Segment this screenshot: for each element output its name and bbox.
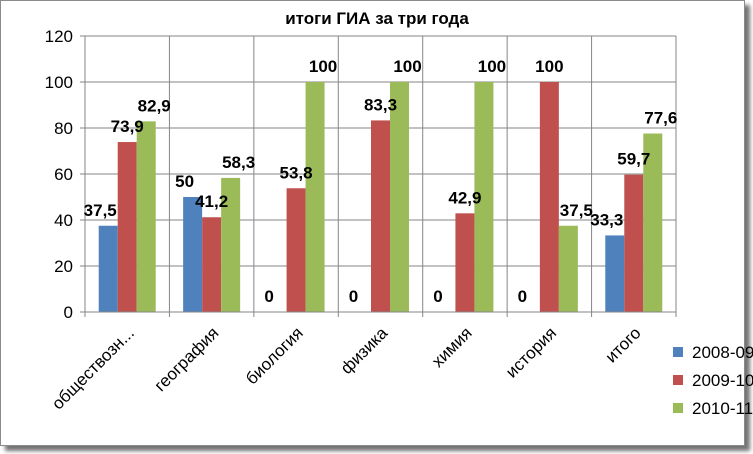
x-tick-label: итого bbox=[602, 323, 645, 366]
legend-label: 2010-11 bbox=[692, 399, 753, 418]
data-labels: 37,5 50 0 0 0 0 33,3 73,9 41,2 53,8 83,3 42,9 100 59,… bbox=[84, 57, 678, 306]
data-label: 82,9 bbox=[138, 96, 171, 115]
y-tick-label: 60 bbox=[54, 165, 73, 184]
x-tick-label: физика bbox=[337, 323, 392, 378]
y-tick-label: 20 bbox=[54, 257, 73, 276]
legend-label: 2009-10 bbox=[692, 371, 753, 390]
data-label: 59,7 bbox=[617, 150, 650, 169]
legend-swatch bbox=[673, 347, 683, 357]
data-label: 33,3 bbox=[590, 210, 623, 229]
y-tick-label: 0 bbox=[64, 303, 73, 322]
legend-label: 2008-09 bbox=[692, 343, 753, 362]
data-label: 41,2 bbox=[195, 192, 228, 211]
bar-2010-11 bbox=[643, 133, 663, 312]
y-tick-label: 80 bbox=[54, 119, 73, 138]
bar-2009-10 bbox=[539, 82, 559, 312]
data-label: 73,9 bbox=[111, 117, 144, 136]
x-tick-label: химия bbox=[428, 323, 476, 371]
bar-2009-10 bbox=[624, 174, 644, 312]
data-label: 100 bbox=[535, 57, 563, 76]
y-tick-label: 40 bbox=[54, 211, 73, 230]
bar-2010-11 bbox=[305, 82, 325, 312]
data-label: 0 bbox=[433, 287, 442, 306]
legend-swatch bbox=[673, 403, 683, 413]
data-label: 0 bbox=[349, 287, 358, 306]
bar-2009-10 bbox=[455, 213, 475, 312]
data-label: 0 bbox=[264, 287, 273, 306]
data-label: 100 bbox=[309, 57, 337, 76]
bar-2010-11 bbox=[474, 82, 494, 312]
legend: 2008-09 2009-10 2010-11 bbox=[673, 343, 753, 418]
bar-2009-10 bbox=[371, 120, 390, 312]
data-label: 42,9 bbox=[448, 188, 481, 207]
bar-2009-10 bbox=[202, 217, 222, 312]
bar-2009-10 bbox=[286, 188, 306, 312]
data-label: 100 bbox=[393, 57, 421, 76]
data-label: 83,3 bbox=[364, 95, 397, 114]
x-tick-label: история bbox=[502, 323, 560, 381]
data-label: 37,5 bbox=[84, 201, 117, 220]
data-label: 50 bbox=[175, 172, 194, 191]
x-tick-label: обществозн... bbox=[48, 323, 138, 413]
data-label: 58,3 bbox=[222, 153, 255, 172]
chart-title: итоги ГИА за три года bbox=[285, 9, 469, 28]
y-tick-label: 120 bbox=[45, 27, 73, 46]
bar-2010-11 bbox=[221, 177, 241, 312]
bar-2008-09 bbox=[605, 235, 625, 312]
y-tick-label: 100 bbox=[45, 73, 73, 92]
bar-2008-09 bbox=[183, 197, 203, 312]
bar-2008-09 bbox=[98, 225, 118, 312]
data-label: 37,5 bbox=[560, 201, 593, 220]
bar-2010-11 bbox=[136, 121, 156, 312]
bar-2009-10 bbox=[117, 142, 137, 312]
x-tick-label: география bbox=[151, 323, 223, 395]
bar-2010-11 bbox=[390, 82, 409, 312]
legend-swatch bbox=[673, 375, 683, 385]
x-tick-label: биология bbox=[242, 323, 307, 388]
bars bbox=[98, 82, 663, 312]
data-label: 77,6 bbox=[644, 109, 677, 128]
data-label: 53,8 bbox=[280, 163, 313, 182]
data-label: 100 bbox=[478, 57, 506, 76]
data-label: 0 bbox=[518, 287, 527, 306]
bar-2010-11 bbox=[558, 225, 578, 312]
